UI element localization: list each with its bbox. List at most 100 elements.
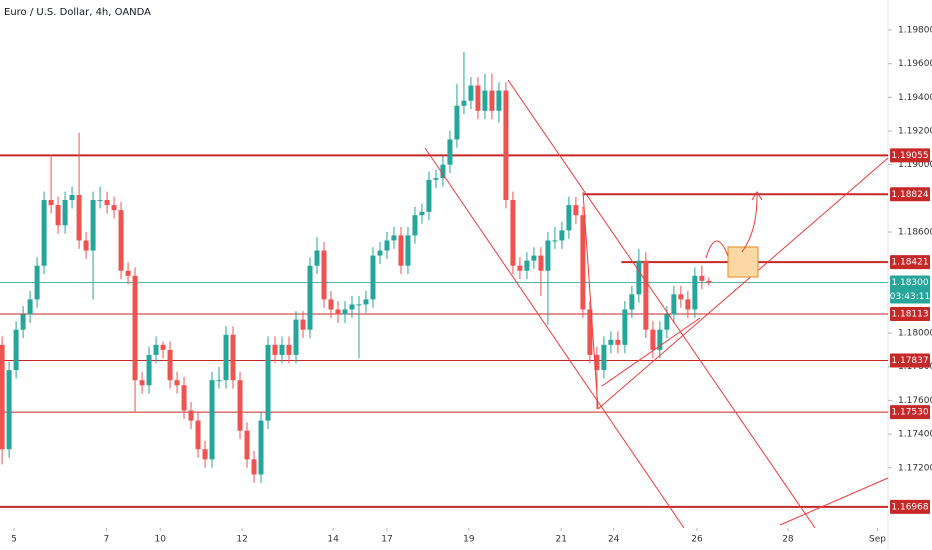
candle-body xyxy=(468,85,474,101)
candle-body xyxy=(146,354,152,386)
x-tick-label: 24 xyxy=(608,535,620,545)
candle-body xyxy=(342,309,348,315)
candle-body xyxy=(671,294,677,315)
candle-body xyxy=(307,265,313,330)
arrow-path xyxy=(741,191,758,253)
x-tick-label: 19 xyxy=(463,535,475,545)
candle-body xyxy=(76,194,82,241)
candle-body xyxy=(174,380,180,386)
y-tick-label: 1.19800 xyxy=(898,25,932,35)
level-price-label: 1.18421 xyxy=(891,258,928,268)
trend-line xyxy=(582,191,599,410)
candle-body xyxy=(314,250,320,266)
candle-body xyxy=(454,105,460,140)
candle-body xyxy=(650,329,656,350)
target-box xyxy=(727,246,759,278)
channel-line xyxy=(507,79,816,529)
candle-body xyxy=(293,319,299,355)
candle-body xyxy=(531,255,537,261)
candle-body xyxy=(566,205,572,231)
candle-body xyxy=(405,235,411,266)
candle-body xyxy=(615,339,621,345)
candle-body xyxy=(608,339,614,345)
candle-body xyxy=(601,344,607,371)
y-tick-label: 1.19000 xyxy=(898,160,932,170)
arrow-path xyxy=(705,240,729,259)
candle-body xyxy=(412,215,418,236)
candle-body xyxy=(251,459,257,475)
level-price-box xyxy=(890,187,930,202)
chart-title: Euro / U.S. Dollar, 4h, OANDA xyxy=(4,7,151,18)
y-tick-label: 1.17400 xyxy=(898,430,932,440)
level-price-label: 1.18824 xyxy=(891,190,928,200)
candle-body xyxy=(384,240,390,251)
candle-body xyxy=(321,250,327,300)
drawings xyxy=(424,79,889,529)
level-price-box xyxy=(890,405,930,420)
candle-body xyxy=(482,90,488,111)
candle-body xyxy=(545,240,551,271)
candle-body xyxy=(0,344,5,450)
y-tick-label: 1.19200 xyxy=(898,126,932,136)
candle-body xyxy=(272,344,278,355)
candle-body xyxy=(195,420,201,450)
candle-body xyxy=(664,314,670,330)
channel-line xyxy=(424,147,685,529)
candle-body xyxy=(90,200,96,251)
level-price-label: 1.17837 xyxy=(891,356,928,366)
y-tick-label: 1.19400 xyxy=(898,93,932,103)
trend-line xyxy=(597,157,889,410)
x-tick-label: Sep xyxy=(869,535,886,545)
candle-body xyxy=(55,205,61,226)
candle-body xyxy=(636,260,642,295)
candle-body xyxy=(104,200,110,206)
x-tick-label: 28 xyxy=(782,535,794,545)
candle-body xyxy=(328,299,334,310)
candle-body xyxy=(559,230,565,241)
candle-body xyxy=(153,344,159,355)
candle-body xyxy=(440,164,446,179)
candle-body xyxy=(6,370,12,450)
plot xyxy=(0,51,888,508)
candle-body xyxy=(279,344,285,355)
x-tick-label: 14 xyxy=(327,535,339,545)
candle-body xyxy=(335,309,341,315)
candle-body xyxy=(475,85,481,111)
candle-body xyxy=(433,178,439,180)
x-tick-label: 17 xyxy=(381,535,392,545)
candle-body xyxy=(356,304,362,306)
candle-body xyxy=(286,344,292,355)
candle-body xyxy=(349,304,355,310)
candle-body xyxy=(265,344,271,421)
arrow-head xyxy=(751,191,763,201)
candle-body xyxy=(237,380,243,431)
candle-body xyxy=(391,235,397,241)
candle-body xyxy=(230,334,236,381)
y-tick-label: 1.17600 xyxy=(898,396,932,406)
candle-body xyxy=(510,200,516,266)
trend-line xyxy=(601,317,701,387)
candle-body xyxy=(699,275,705,281)
x-tick-label: 12 xyxy=(236,535,247,545)
y-tick-label: 1.18600 xyxy=(898,228,932,238)
candle-body xyxy=(244,430,250,460)
y-tick-label: 1.18000 xyxy=(898,329,932,339)
candle-body xyxy=(706,280,712,283)
candle-body xyxy=(678,294,684,300)
candle-body xyxy=(643,260,649,330)
candle-body xyxy=(629,294,635,310)
candle-body xyxy=(377,250,383,256)
candle-body xyxy=(622,309,628,345)
candle-body xyxy=(132,275,138,381)
trend-line xyxy=(779,477,889,526)
candle-body xyxy=(300,319,306,330)
x-tick-label: 10 xyxy=(155,535,167,545)
candle-body xyxy=(398,235,404,266)
candle-body xyxy=(580,215,586,310)
candle-body xyxy=(657,329,663,350)
level-price-label: 1.17530 xyxy=(891,408,928,418)
last-price-label: 1.18300 xyxy=(891,278,928,288)
candle-body xyxy=(223,334,229,381)
level-price-box xyxy=(890,148,930,163)
candle-body xyxy=(496,90,502,111)
